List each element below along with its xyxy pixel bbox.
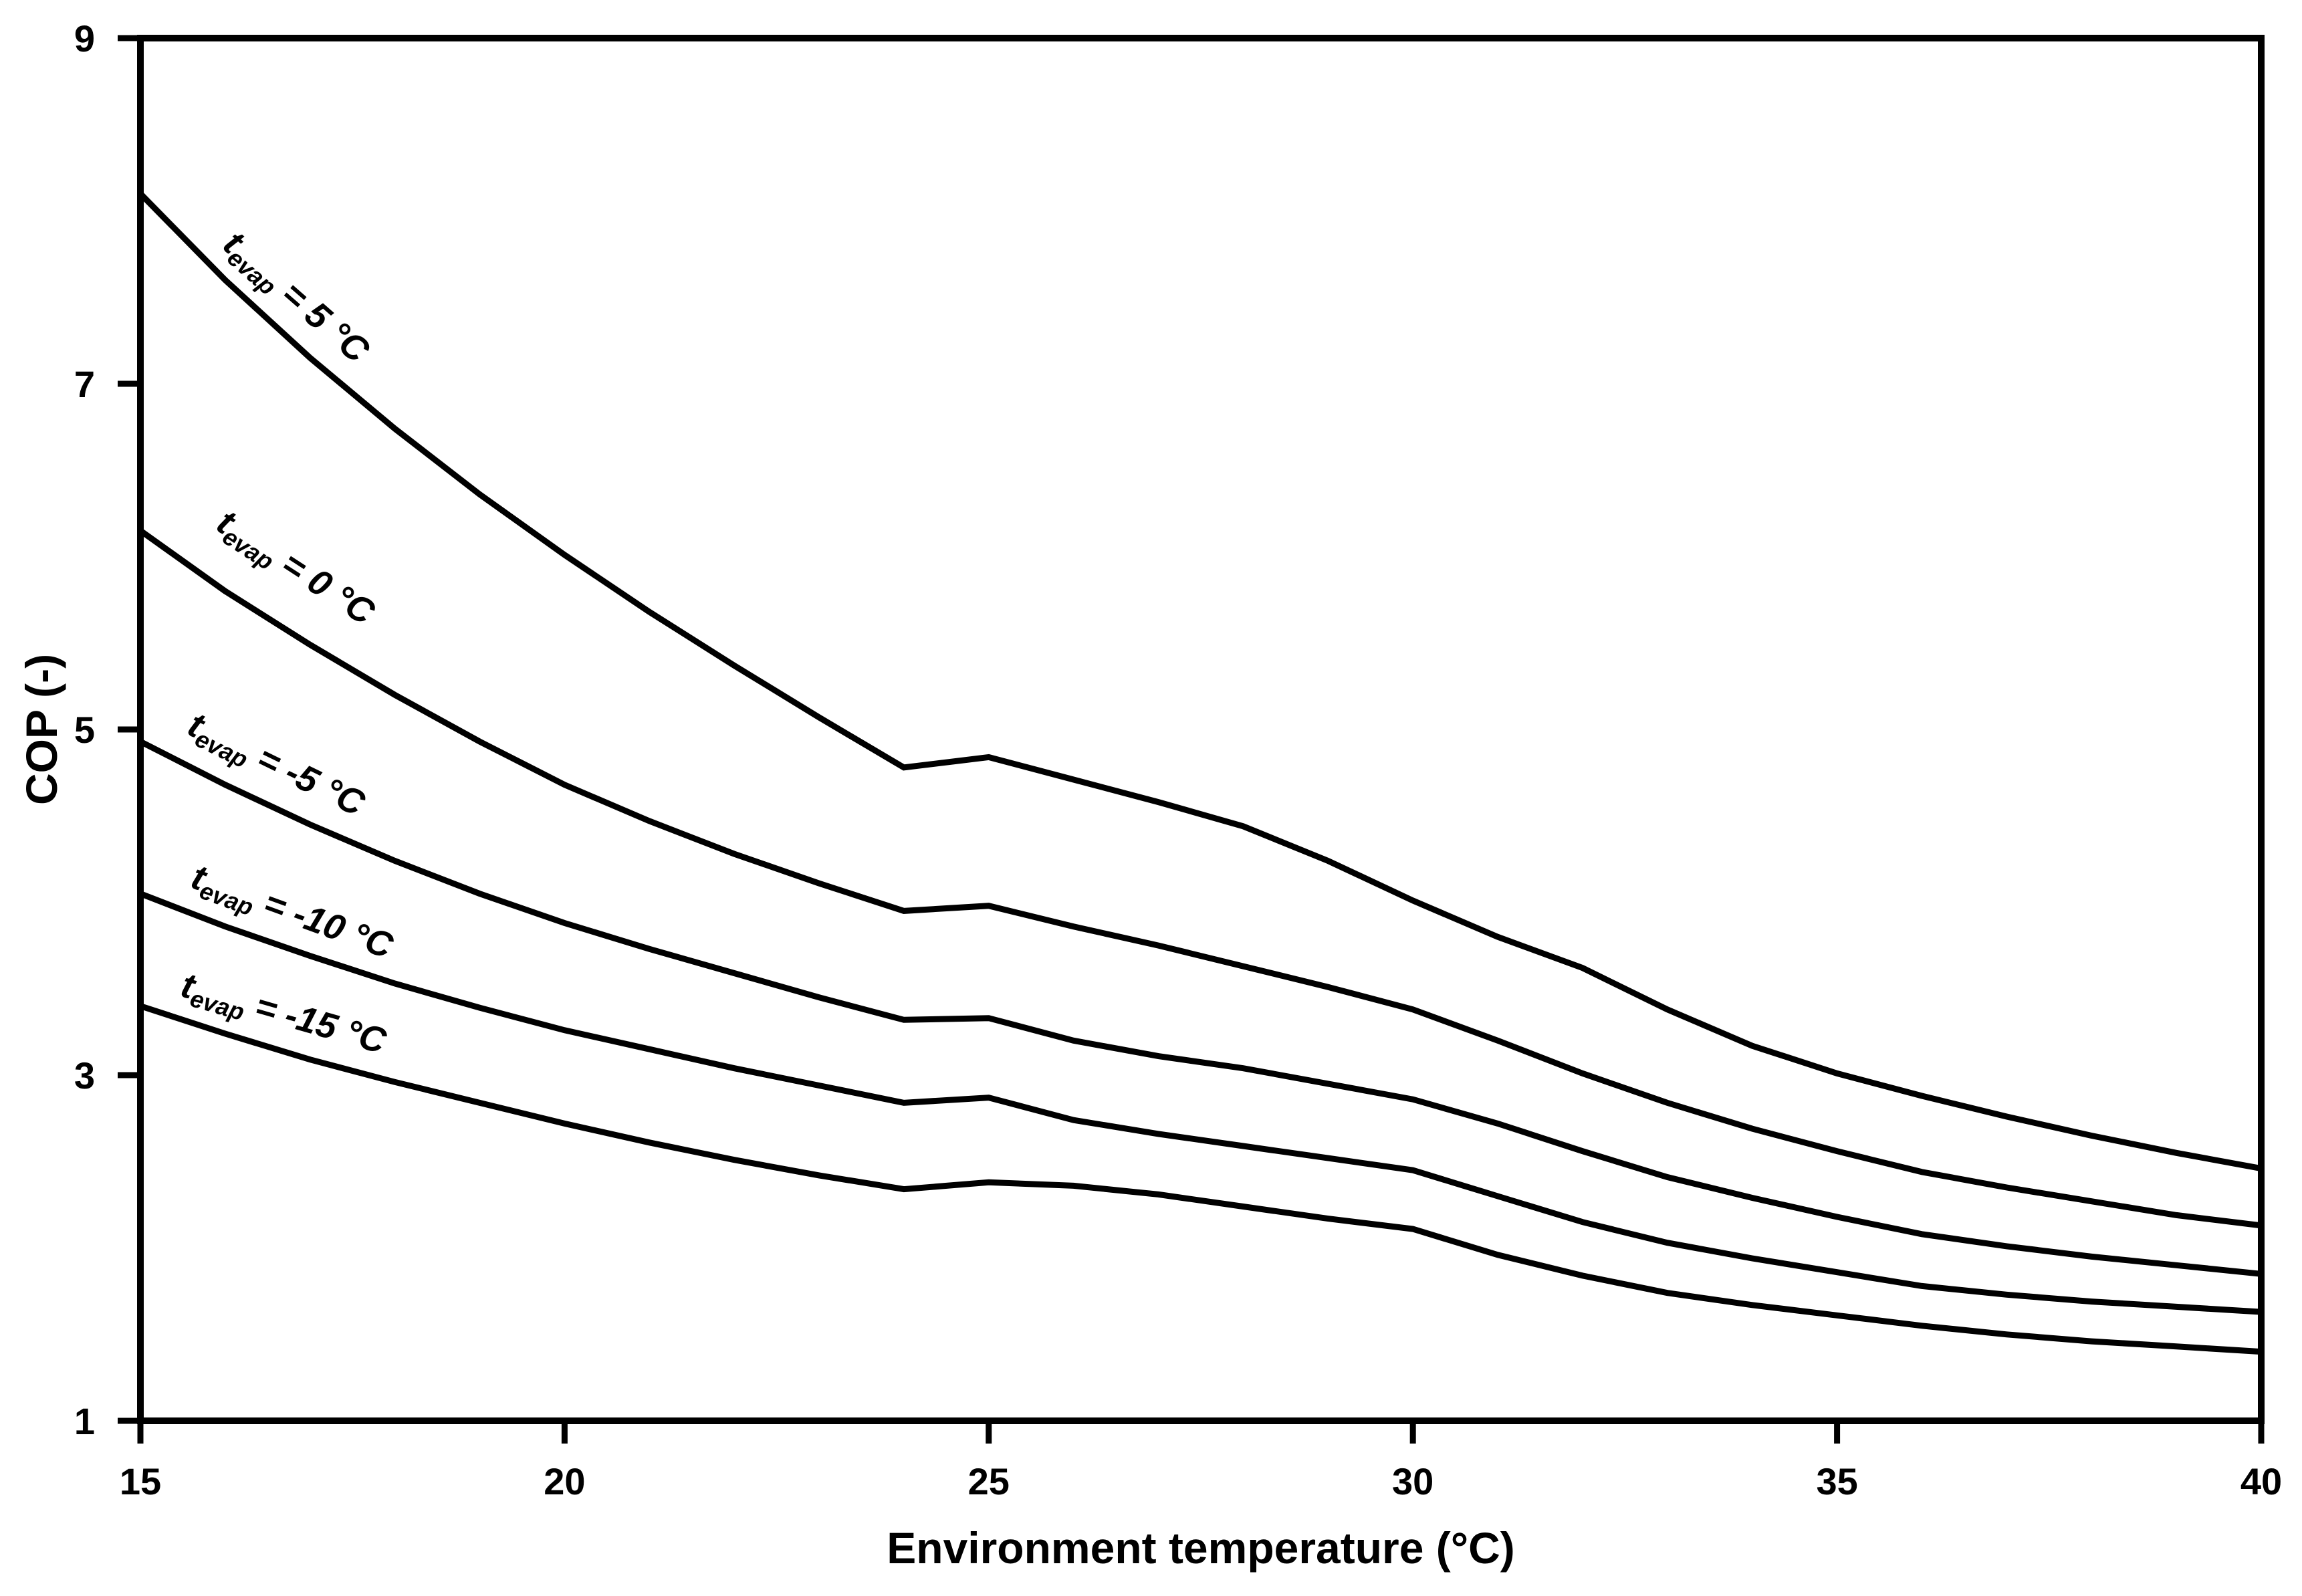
y-tick-label: 1 (74, 1400, 95, 1442)
curve-tevap-0 (138, 528, 2262, 1229)
x-tick-label: 40 (2240, 1460, 2283, 1502)
x-tick-label: 35 (1816, 1460, 1858, 1502)
x-axis-title: Environment temperature (°C) (887, 1523, 1515, 1573)
y-tick-label: 5 (74, 709, 95, 751)
x-tick-label: 20 (544, 1460, 586, 1502)
y-tick-label: 3 (74, 1054, 95, 1097)
x-tick-label: 25 (967, 1460, 1010, 1502)
curve-tevap-minus10 (139, 891, 2262, 1315)
x-tick-label: 15 (119, 1460, 162, 1502)
y-tick-label: 9 (74, 17, 95, 60)
y-tick-label: 7 (74, 363, 95, 405)
curve-tevap-5 (138, 191, 2262, 1172)
curve-tevap-minus5 (138, 739, 2262, 1277)
x-tick-label: 30 (1392, 1460, 1434, 1502)
curve-tevap-minus15 (139, 1003, 2262, 1355)
plot-frame (137, 35, 2265, 1424)
